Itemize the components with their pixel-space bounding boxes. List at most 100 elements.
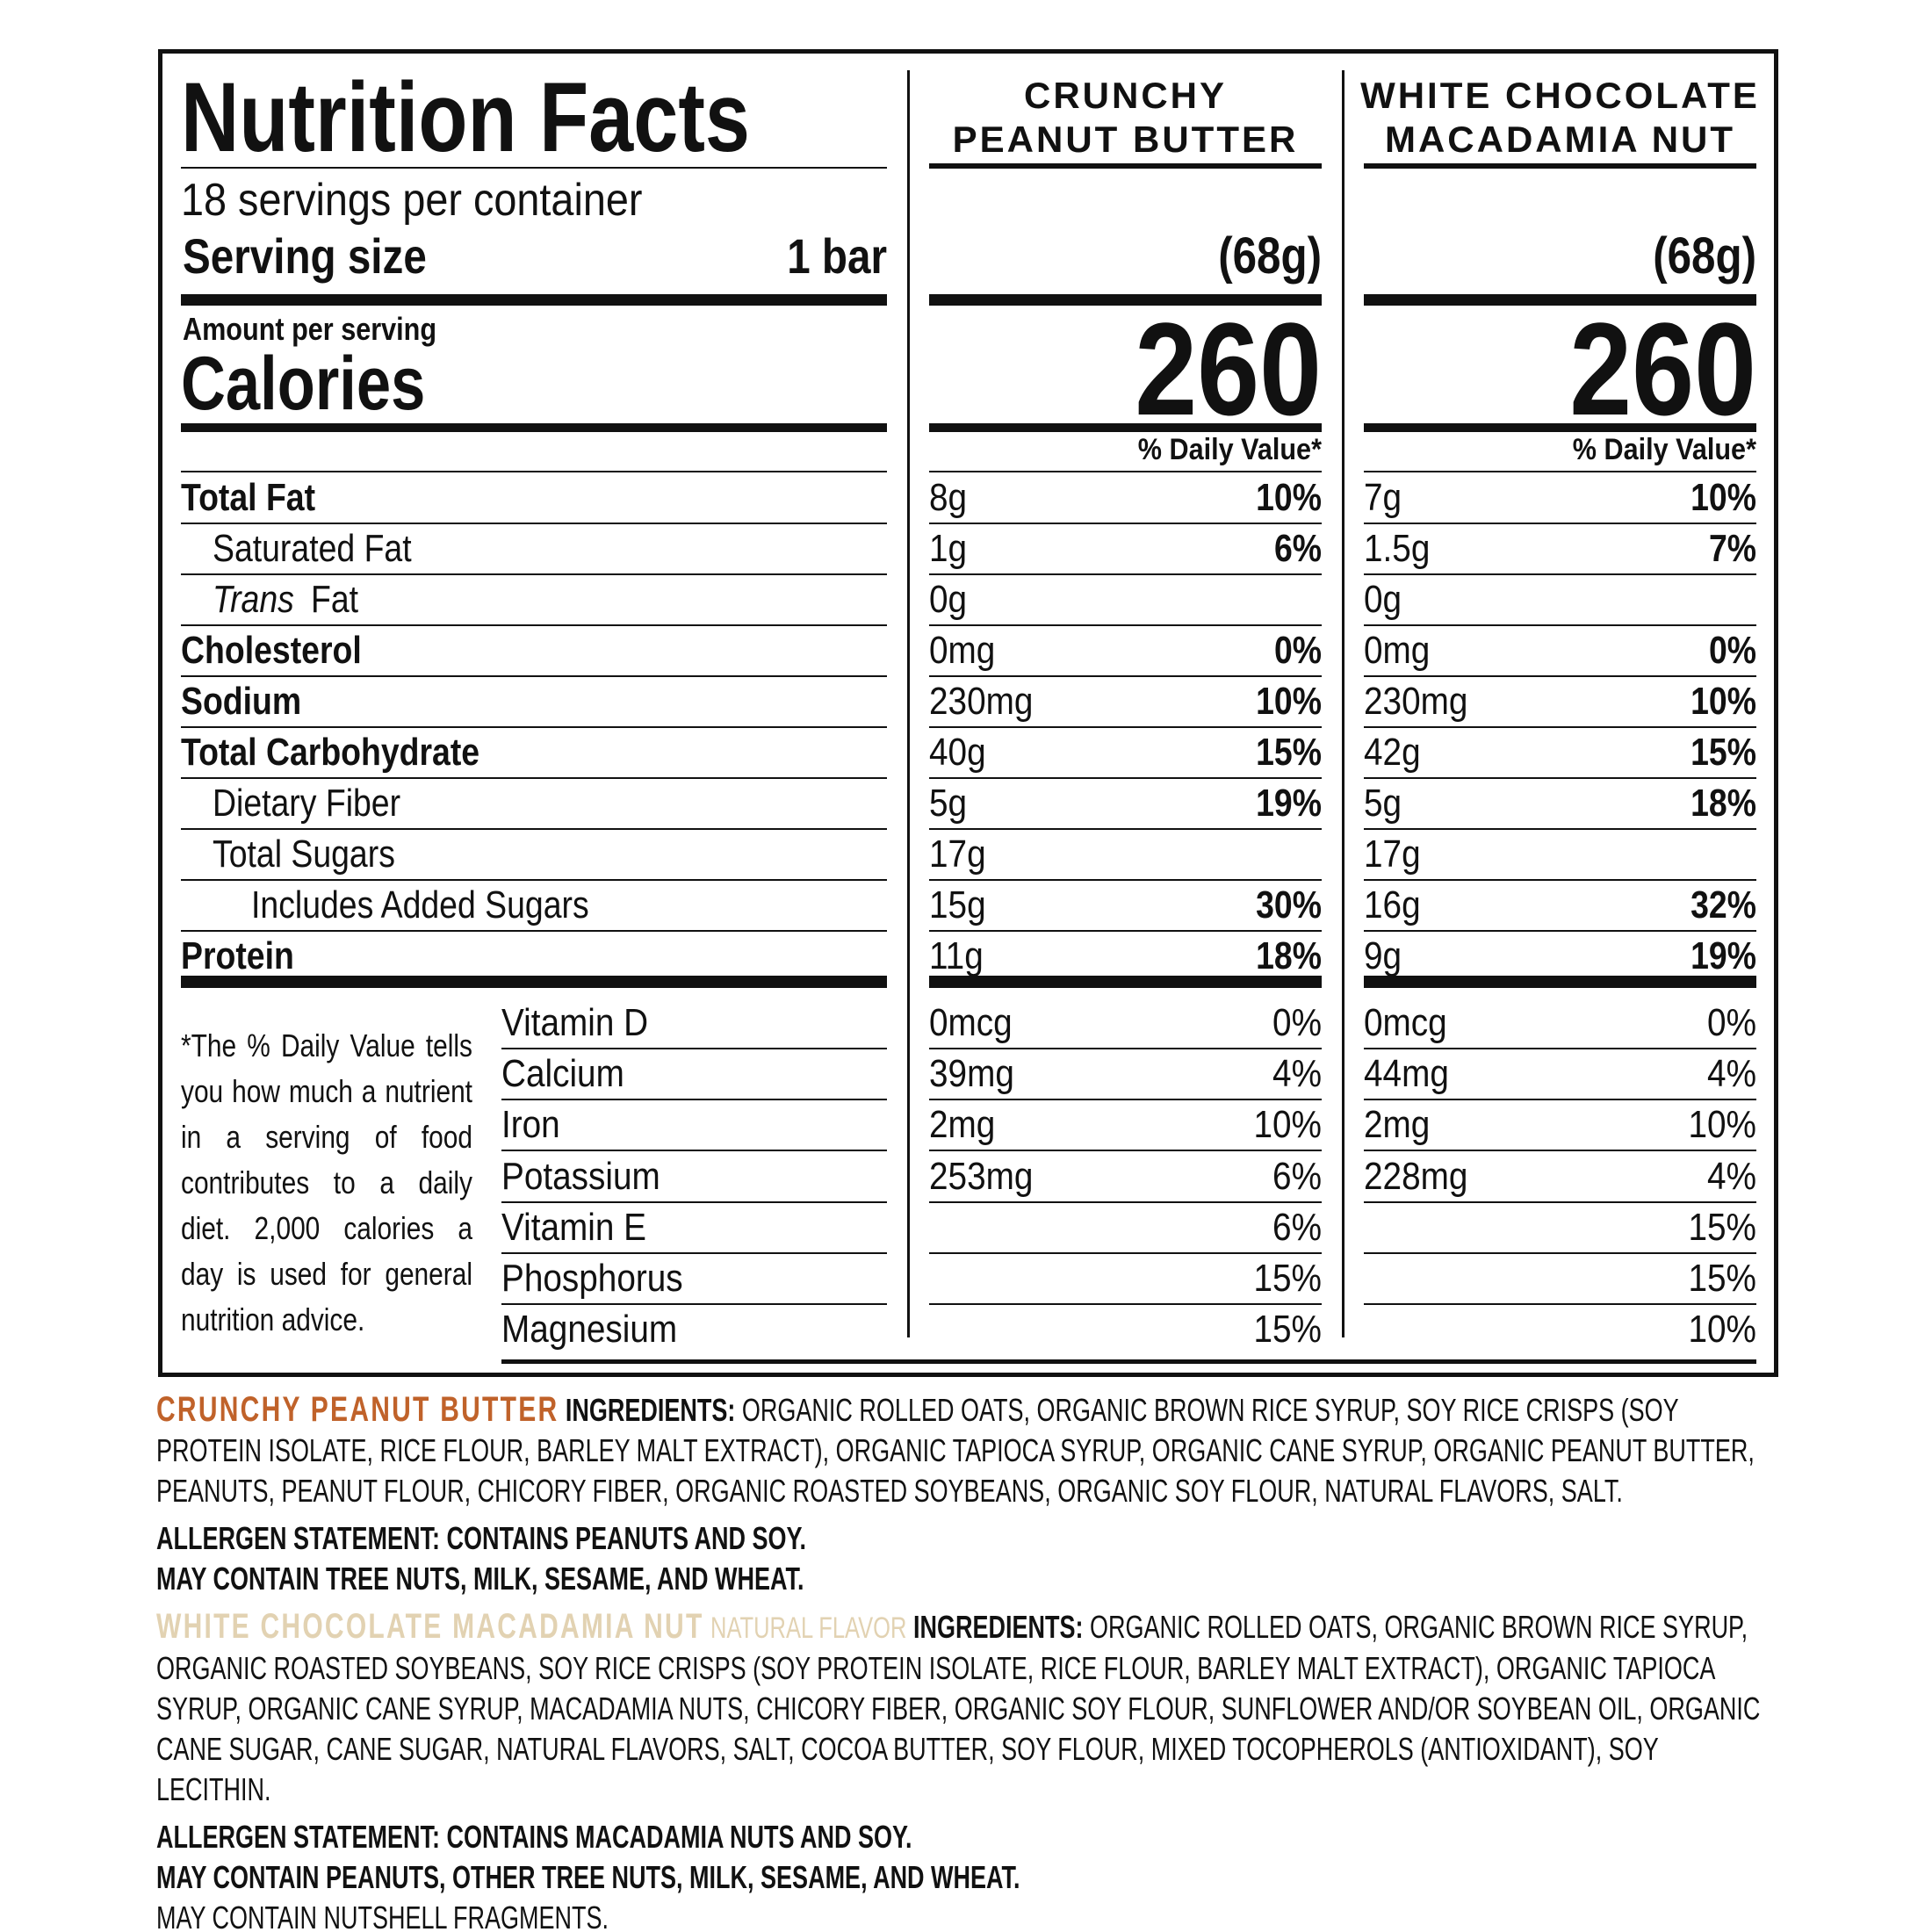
ingredients-text: ORGANIC ROLLED OATS, ORGANIC BROWN RICE … xyxy=(156,1609,1761,1807)
thick-rule xyxy=(181,423,887,432)
thick-rule xyxy=(929,976,1322,988)
nutrition-panel xyxy=(158,49,1778,1377)
product-header: WHITE CHOCOLATE xyxy=(1360,75,1760,116)
nutrient-label: Saturated Fat xyxy=(213,527,412,570)
rule xyxy=(929,828,1322,830)
product-name: WHITE CHOCOLATE MACADAMIA NUT xyxy=(156,1607,704,1646)
vitamin-label: Phosphorus xyxy=(501,1257,683,1300)
ingredients-label: INGREDIENTS: xyxy=(565,1392,736,1428)
allergen-paragraph: ALLERGEN STATEMENT: CONTAINS PEANUTS AND… xyxy=(156,1518,1778,1599)
nutrient-label: Includes Added Sugars xyxy=(251,883,589,926)
daily-value: 15% xyxy=(1253,1257,1322,1300)
amount: 16g xyxy=(1364,883,1421,926)
daily-value: 10% xyxy=(1256,476,1322,519)
ingredients-text: ORGANIC ROLLED OATS, ORGANIC BROWN RICE … xyxy=(156,1392,1755,1509)
rule xyxy=(1364,1251,1756,1254)
ingredients-paragraph: CRUNCHY PEANUT BUTTER INGREDIENTS: ORGAN… xyxy=(156,1389,1778,1511)
daily-value: 18% xyxy=(1690,782,1756,825)
rule xyxy=(181,777,887,779)
rule xyxy=(929,163,1322,169)
amount: 5g xyxy=(929,782,968,825)
flavor-label: NATURAL FLAVOR xyxy=(710,1611,907,1645)
daily-value: 10% xyxy=(1690,680,1756,723)
rule xyxy=(929,675,1322,677)
ingredients-label: INGREDIENTS: xyxy=(912,1609,1084,1645)
allergen-line: ALLERGEN STATEMENT: CONTAINS MACADAMIA N… xyxy=(156,1819,912,1855)
amount: 7g xyxy=(1364,476,1402,519)
vitamin-label: Iron xyxy=(501,1103,560,1147)
rule xyxy=(929,1099,1322,1101)
amount: 2mg xyxy=(929,1103,996,1147)
rule xyxy=(501,1099,887,1101)
ingredients: CRUNCHY PEANUT BUTTER INGREDIENTS: ORGAN… xyxy=(156,1389,1778,1932)
amount: 0mg xyxy=(1364,629,1431,672)
daily-value: 0% xyxy=(1708,629,1756,672)
rule xyxy=(181,879,887,881)
amount: 0g xyxy=(1364,578,1402,621)
rule xyxy=(181,167,887,169)
amount: 0mg xyxy=(929,629,996,672)
daily-value: 6% xyxy=(1272,1205,1322,1249)
daily-value: 15% xyxy=(1688,1257,1756,1300)
rule xyxy=(1364,1200,1756,1203)
rule xyxy=(1364,1303,1756,1305)
divider xyxy=(907,70,910,1337)
rule xyxy=(1364,573,1756,575)
daily-value: 10% xyxy=(1256,680,1322,723)
amount: 42g xyxy=(1364,731,1421,774)
daily-value: 6% xyxy=(1273,527,1322,570)
allergen-line: MAY CONTAIN TREE NUTS, MILK, SESAME, AND… xyxy=(156,1561,804,1597)
nutrient-label: Fat xyxy=(311,578,359,621)
serving-size-label: Serving size xyxy=(183,228,427,284)
rule xyxy=(501,1200,887,1203)
calories: 260 xyxy=(1135,295,1322,443)
amount: 1g xyxy=(929,527,968,570)
product-header: MACADAMIA NUT xyxy=(1384,119,1736,160)
product-header: PEANUT BUTTER xyxy=(952,119,1299,160)
amount: 230mg xyxy=(1364,680,1468,723)
amount: 39mg xyxy=(929,1052,1014,1096)
daily-value: 15% xyxy=(1253,1308,1322,1352)
rule xyxy=(929,1251,1322,1254)
rule xyxy=(181,573,887,575)
amount: 15g xyxy=(929,883,986,926)
amount-per-serving: Amount per serving xyxy=(183,311,437,347)
rule xyxy=(929,1303,1322,1305)
vitamin-label: Magnesium xyxy=(501,1308,678,1352)
nutrient-label: Total Sugars xyxy=(213,833,395,876)
rule xyxy=(1364,523,1756,524)
calories-label: Calories xyxy=(181,342,426,426)
daily-value: 10% xyxy=(1253,1103,1322,1147)
serving-size: 1 bar xyxy=(787,228,887,284)
rule xyxy=(929,471,1322,472)
rule xyxy=(1364,163,1756,169)
amount: 2mg xyxy=(1364,1103,1431,1147)
vitamin-label: Vitamin E xyxy=(501,1205,646,1249)
thick-rule xyxy=(501,1359,1756,1364)
vitamin-label: Vitamin D xyxy=(501,1001,649,1044)
rule xyxy=(1364,675,1756,677)
rule xyxy=(929,624,1322,626)
daily-value-header: % Daily Value* xyxy=(1572,433,1756,466)
amount: 40g xyxy=(929,731,986,774)
rule xyxy=(1364,1150,1756,1152)
amount: 17g xyxy=(1364,833,1421,876)
thick-rule xyxy=(929,294,1322,306)
amount: 253mg xyxy=(929,1154,1034,1198)
footnote: *The % Daily Value tells you how much a … xyxy=(181,1027,472,1337)
nutrient-label: Dietary Fiber xyxy=(213,782,401,825)
note: MAY CONTAIN NUTSHELL FRAGMENTS. xyxy=(156,1900,609,1932)
rule xyxy=(1364,1099,1756,1101)
daily-value: 10% xyxy=(1688,1308,1756,1352)
rule xyxy=(501,1251,887,1254)
thick-rule xyxy=(1364,423,1756,432)
thick-rule xyxy=(1364,294,1756,306)
ingredients-paragraph: WHITE CHOCOLATE MACADAMIA NUT NATURAL FL… xyxy=(156,1606,1778,1810)
title: Nutrition Facts xyxy=(181,62,750,172)
amount: 0mcg xyxy=(929,1001,1013,1044)
daily-value: 4% xyxy=(1707,1052,1756,1096)
rule xyxy=(501,1048,887,1049)
divider xyxy=(1342,70,1344,1337)
amount: 11g xyxy=(929,934,984,977)
amount: 44mg xyxy=(1364,1052,1449,1096)
